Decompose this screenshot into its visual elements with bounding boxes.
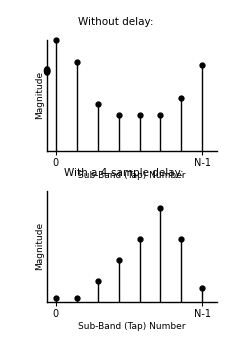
Y-axis label: Magnitude: Magnitude xyxy=(35,71,44,119)
Y-axis label: Magnitude: Magnitude xyxy=(35,222,44,270)
X-axis label: Sub-Band (Tap) Number: Sub-Band (Tap) Number xyxy=(78,322,186,331)
Text: With a 4-sample delay:: With a 4-sample delay: xyxy=(64,168,184,178)
X-axis label: Sub-Band (Tap) Number: Sub-Band (Tap) Number xyxy=(78,171,186,180)
Text: Without delay:: Without delay: xyxy=(78,17,153,27)
